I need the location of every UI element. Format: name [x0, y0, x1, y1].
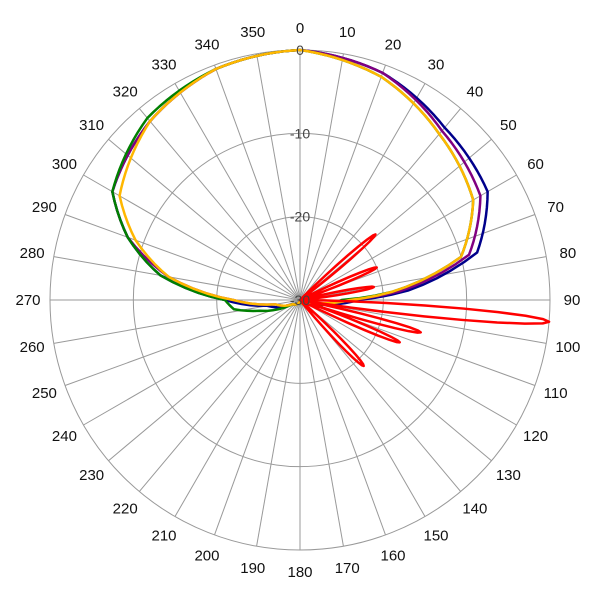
grid-spoke-170: [299, 299, 344, 547]
grid-spoke-120: [299, 299, 517, 426]
radial-label-m30: -30: [290, 292, 310, 308]
grid-spoke-290: [64, 214, 301, 301]
angle-label-270: 270: [15, 292, 40, 309]
radial-label-0: 0: [296, 42, 304, 58]
angle-label-280: 280: [20, 245, 45, 262]
angle-label-130: 130: [496, 467, 521, 484]
angle-label-350: 350: [240, 24, 265, 41]
grid-spoke-220: [138, 299, 301, 492]
angle-label-330: 330: [151, 56, 176, 73]
grid-spoke-350: [256, 53, 301, 301]
grid-spoke-280: [53, 256, 301, 301]
grid-spoke-340: [214, 64, 301, 301]
series-group: [111, 48, 551, 368]
angle-label-290: 290: [32, 199, 57, 216]
angle-label-120: 120: [523, 428, 548, 445]
angle-label-70: 70: [547, 199, 564, 216]
angle-label-100: 100: [555, 339, 580, 356]
angle-label-110: 110: [544, 385, 568, 402]
grid-spoke-200: [214, 299, 301, 536]
grid-spoke-330: [174, 83, 301, 301]
grid-spoke-30: [299, 83, 426, 301]
angle-label-260: 260: [20, 339, 45, 356]
angle-label-240: 240: [52, 428, 77, 445]
angle-label-150: 150: [423, 528, 448, 545]
grid-spoke-10: [299, 53, 344, 301]
grid-spoke-310: [108, 138, 301, 301]
grid-spoke-40: [299, 108, 462, 301]
angle-label-90: 90: [564, 292, 581, 309]
grid-spoke-230: [108, 299, 301, 462]
angle-label-20: 20: [385, 36, 402, 53]
grid-spoke-150: [299, 299, 426, 517]
angle-label-60: 60: [527, 156, 544, 173]
angle-label-320: 320: [113, 84, 138, 101]
grid-spoke-130: [299, 299, 492, 462]
radial-label-m20: -20: [290, 209, 310, 225]
angle-label-220: 220: [113, 500, 138, 517]
angle-label-190: 190: [240, 560, 265, 577]
angle-label-310: 310: [79, 117, 104, 134]
grid-spoke-320: [138, 108, 301, 301]
angle-label-80: 80: [560, 245, 577, 262]
angle-label-0: 0: [296, 20, 304, 37]
grid-spoke-240: [83, 299, 301, 426]
radial-label-m10: -10: [290, 125, 310, 141]
angle-label-300: 300: [52, 156, 77, 173]
angle-label-50: 50: [500, 117, 517, 134]
angle-label-30: 30: [428, 56, 445, 73]
angle-label-170: 170: [335, 560, 360, 577]
grid-spoke-210: [174, 299, 301, 517]
labels-group: 0 10 20 30 40 50 60 70 80 90 100 110 120 130 140 150 160…: [15, 20, 580, 581]
angle-label-10: 10: [339, 24, 356, 41]
series-line-4: [118, 48, 475, 307]
angle-label-200: 200: [194, 548, 219, 565]
angle-label-230: 230: [79, 467, 104, 484]
angle-label-340: 340: [194, 36, 219, 53]
grid-spoke-250: [64, 299, 301, 386]
angle-label-250: 250: [32, 385, 57, 402]
grid-spoke-160: [299, 299, 386, 536]
series-line-5: [298, 233, 551, 368]
grid-spoke-260: [53, 299, 301, 344]
angle-label-40: 40: [466, 84, 483, 101]
grid-spoke-190: [256, 299, 301, 547]
angle-label-160: 160: [381, 548, 406, 565]
angle-label-180: 180: [287, 564, 312, 581]
angle-label-210: 210: [151, 528, 176, 545]
angle-label-140: 140: [462, 500, 487, 517]
grid-spoke-20: [299, 64, 386, 301]
